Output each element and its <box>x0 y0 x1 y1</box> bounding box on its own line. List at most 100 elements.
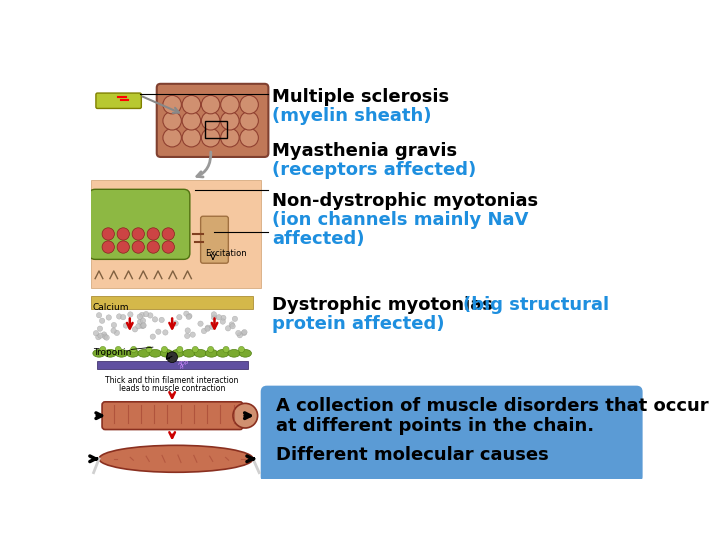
Circle shape <box>236 330 241 336</box>
Ellipse shape <box>239 350 251 357</box>
Circle shape <box>226 325 231 331</box>
Circle shape <box>190 332 195 337</box>
Circle shape <box>223 346 229 352</box>
Text: (ion channels mainly NaV: (ion channels mainly NaV <box>272 211 528 229</box>
Circle shape <box>140 323 145 329</box>
Circle shape <box>102 332 107 337</box>
Ellipse shape <box>149 350 161 357</box>
Ellipse shape <box>115 350 127 357</box>
Ellipse shape <box>205 350 218 357</box>
Circle shape <box>130 346 137 352</box>
Circle shape <box>237 332 243 338</box>
Ellipse shape <box>160 350 173 357</box>
Circle shape <box>117 314 122 319</box>
Circle shape <box>221 95 239 114</box>
Circle shape <box>97 326 102 331</box>
Circle shape <box>106 315 112 320</box>
Circle shape <box>140 323 146 328</box>
Circle shape <box>210 324 215 329</box>
Circle shape <box>238 346 245 352</box>
Circle shape <box>140 312 145 317</box>
Text: Different molecular causes: Different molecular causes <box>276 445 549 464</box>
FancyBboxPatch shape <box>92 295 253 309</box>
Circle shape <box>141 323 146 328</box>
Circle shape <box>150 334 155 339</box>
Circle shape <box>100 346 106 352</box>
Circle shape <box>184 311 189 316</box>
Text: at different points in the chain.: at different points in the chain. <box>276 417 594 435</box>
Circle shape <box>146 346 152 352</box>
Circle shape <box>182 111 200 130</box>
Circle shape <box>123 323 129 328</box>
Circle shape <box>117 241 130 253</box>
FancyBboxPatch shape <box>261 386 643 483</box>
Ellipse shape <box>183 350 195 357</box>
Circle shape <box>201 328 207 334</box>
Circle shape <box>140 318 146 323</box>
Text: leads to muscle contraction: leads to muscle contraction <box>119 384 226 393</box>
Circle shape <box>104 335 110 340</box>
FancyBboxPatch shape <box>97 361 248 369</box>
Circle shape <box>167 352 178 363</box>
Ellipse shape <box>138 350 150 357</box>
FancyBboxPatch shape <box>96 93 141 109</box>
Text: (big structural: (big structural <box>463 295 609 314</box>
Circle shape <box>229 322 234 327</box>
Text: affected): affected) <box>272 230 364 248</box>
Circle shape <box>221 315 226 321</box>
Circle shape <box>93 330 99 336</box>
Circle shape <box>163 95 181 114</box>
Ellipse shape <box>217 350 229 357</box>
Circle shape <box>163 111 181 130</box>
Circle shape <box>100 318 105 323</box>
Circle shape <box>163 129 181 147</box>
Circle shape <box>137 319 142 324</box>
Circle shape <box>208 346 213 352</box>
Ellipse shape <box>127 350 139 357</box>
Circle shape <box>216 315 221 320</box>
Circle shape <box>240 95 258 114</box>
FancyBboxPatch shape <box>157 84 268 157</box>
Circle shape <box>132 228 145 240</box>
Text: Troponin: Troponin <box>93 348 131 357</box>
Circle shape <box>201 111 220 130</box>
Circle shape <box>205 326 211 331</box>
Text: Non-dystrophic myotonias: Non-dystrophic myotonias <box>272 192 538 210</box>
Circle shape <box>153 317 158 322</box>
Circle shape <box>143 312 149 317</box>
FancyBboxPatch shape <box>92 180 261 288</box>
Circle shape <box>221 111 239 130</box>
Circle shape <box>182 95 200 114</box>
Circle shape <box>230 323 236 329</box>
Circle shape <box>240 129 258 147</box>
Circle shape <box>132 241 145 253</box>
Text: (myelin sheath): (myelin sheath) <box>272 107 432 125</box>
Circle shape <box>162 228 175 240</box>
Circle shape <box>211 315 217 320</box>
Circle shape <box>98 333 103 338</box>
Circle shape <box>192 346 198 352</box>
Ellipse shape <box>99 445 253 472</box>
Circle shape <box>111 328 116 334</box>
Circle shape <box>186 314 191 320</box>
Text: protein affected): protein affected) <box>272 315 445 333</box>
Circle shape <box>161 346 168 352</box>
Circle shape <box>241 330 246 336</box>
Circle shape <box>211 312 217 317</box>
Circle shape <box>155 329 161 335</box>
Circle shape <box>198 321 203 327</box>
Circle shape <box>111 322 117 328</box>
Circle shape <box>159 317 165 323</box>
Circle shape <box>132 327 137 332</box>
Circle shape <box>147 241 160 253</box>
Circle shape <box>117 228 130 240</box>
Circle shape <box>201 129 220 147</box>
Circle shape <box>137 314 142 319</box>
Text: Calcium: Calcium <box>93 303 130 312</box>
Circle shape <box>147 228 160 240</box>
Circle shape <box>102 228 115 240</box>
Circle shape <box>233 404 258 428</box>
Circle shape <box>96 335 101 340</box>
FancyBboxPatch shape <box>89 189 190 259</box>
Circle shape <box>102 334 108 339</box>
